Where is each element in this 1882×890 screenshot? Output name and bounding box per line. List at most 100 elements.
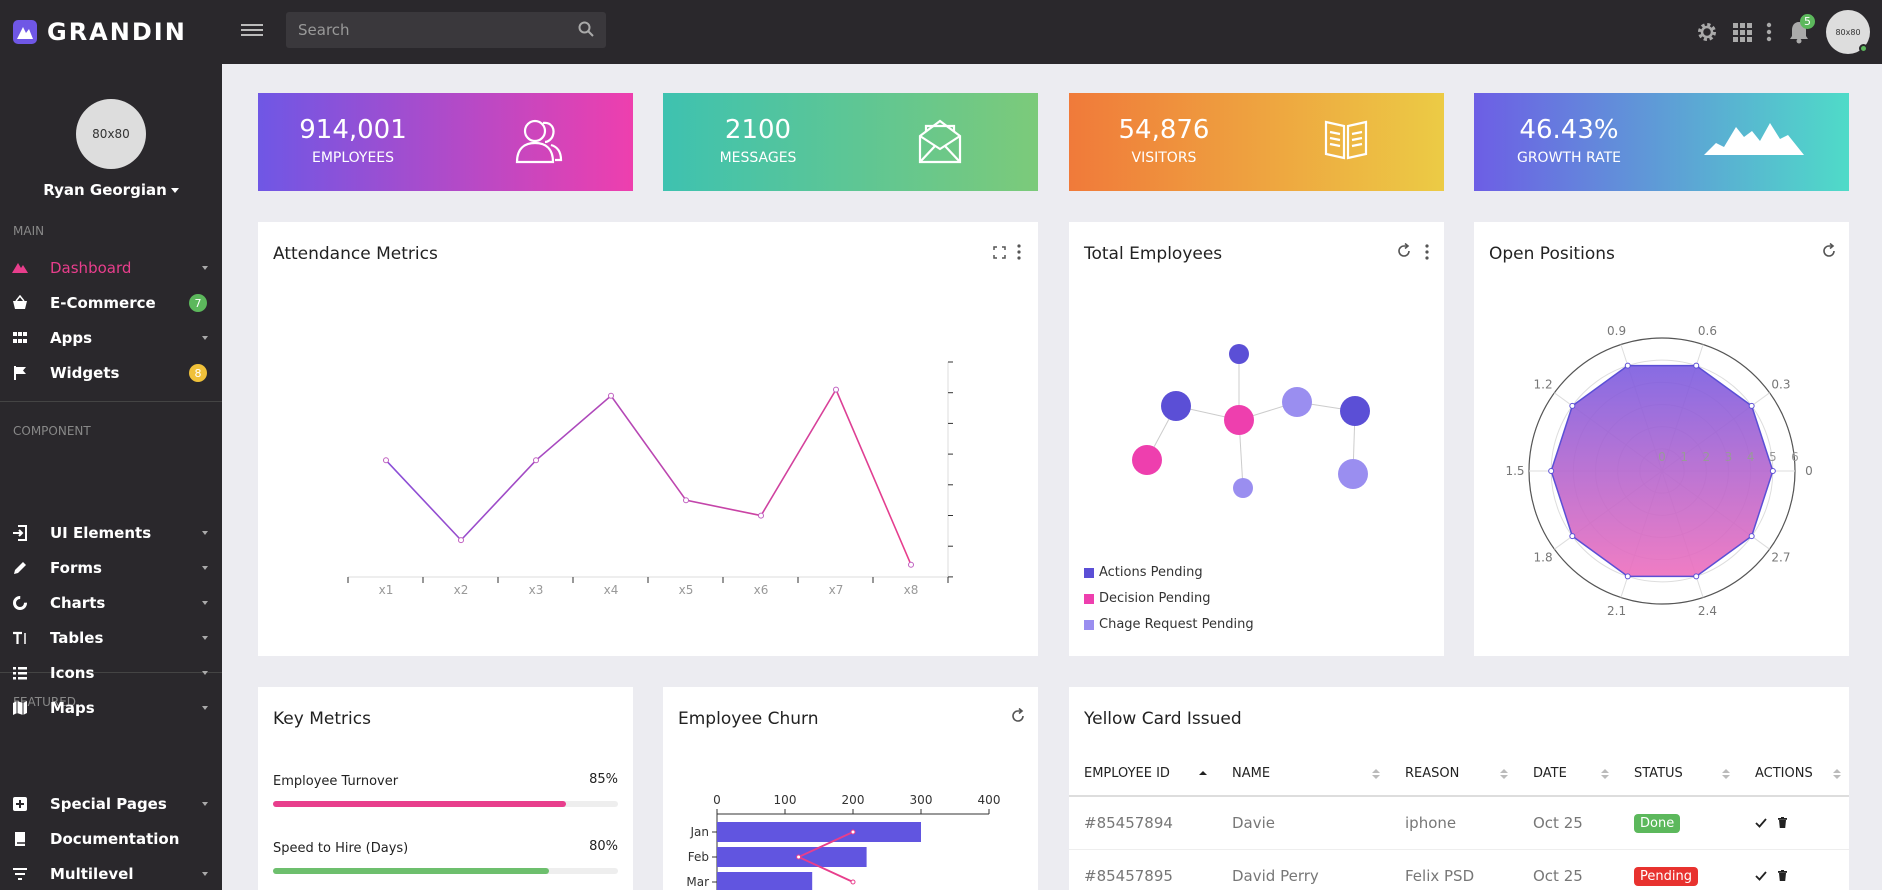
logo[interactable]: GRANDIN (13, 18, 187, 46)
sort-icon[interactable] (1372, 768, 1380, 780)
users-icon (515, 119, 563, 164)
column-header-status[interactable]: STATUS (1619, 752, 1740, 797)
caret-down-icon (202, 601, 208, 605)
sidebar-item-maps[interactable]: Maps (0, 691, 222, 726)
column-header-name[interactable]: NAME (1217, 752, 1390, 797)
check-icon[interactable] (1755, 870, 1767, 881)
stat-label: EMPLOYEES (311, 150, 395, 166)
brand-name: GRANDIN (47, 18, 187, 46)
network-node (1282, 387, 1312, 417)
column-header-reason[interactable]: REASON (1390, 752, 1518, 797)
sidebar-item-special-pages[interactable]: Special Pages (0, 787, 222, 822)
sidebar-avatar[interactable]: 80x80 (76, 99, 146, 169)
sort-asc-icon[interactable] (1199, 768, 1207, 780)
sidebar-item-icons[interactable]: Icons (0, 656, 222, 691)
x-tick-label: x5 (679, 583, 694, 597)
menu-toggle-icon[interactable] (241, 21, 263, 41)
stat-value: 914,001 (299, 115, 407, 145)
metric-progress-fill (273, 868, 549, 874)
data-point (458, 537, 464, 544)
column-header-employee-id[interactable]: EMPLOYEE ID (1069, 752, 1217, 797)
sort-icon[interactable] (1833, 768, 1841, 780)
angle-tick-label: 1.8 (1534, 550, 1553, 564)
cell-date: Oct 25 (1518, 849, 1619, 890)
refresh-icon[interactable] (1010, 708, 1026, 724)
column-header-date[interactable]: DATE (1518, 752, 1619, 797)
sidebar-item-tables[interactable]: Tables (0, 621, 222, 656)
caret-down-icon (202, 802, 208, 806)
more-vertical-icon[interactable] (1425, 244, 1429, 260)
sidebar-item-apps[interactable]: Apps (0, 321, 222, 356)
legend-swatch (1084, 619, 1094, 630)
x-tick-label: 0 (713, 793, 721, 807)
trash-icon[interactable] (1777, 816, 1787, 828)
sidebar-item-e-commerce[interactable]: E-Commerce 7 (0, 286, 222, 321)
open-envelope-icon (918, 119, 962, 164)
metric-progress-track (273, 801, 618, 807)
apps-grid-icon[interactable] (1732, 22, 1752, 42)
angle-tick-label: 0.6 (1698, 324, 1717, 338)
sidebar-item-label: Forms (50, 559, 102, 577)
sidebar-item-multilevel[interactable]: Multilevel (0, 857, 222, 890)
sidebar-item-widgets[interactable]: Widgets 8 (0, 356, 222, 391)
section-label-main: MAIN (13, 224, 45, 238)
legend-label: Decision Pending (1099, 591, 1211, 606)
radial-tick-label: 2 (1703, 450, 1711, 464)
x-tick-label: x4 (604, 583, 619, 597)
attendance-line-chart: x1 x2 x3 x4 x5 x6 x7 x8 (347, 361, 953, 597)
cell-reason: Felix PSD (1390, 849, 1518, 890)
pencil-icon (14, 562, 26, 574)
refresh-icon[interactable] (1821, 243, 1837, 259)
donut-icon (13, 596, 27, 610)
yellow-card-issued-card: Yellow Card Issued EMPLOYEE ID NAME REAS… (1069, 687, 1849, 890)
column-header-actions[interactable]: ACTIONS (1740, 752, 1849, 797)
metric-label: Speed to Hire (Days) (273, 841, 409, 856)
stat-label: MESSAGES (719, 150, 797, 166)
sidebar-item-dashboard[interactable]: Dashboard (0, 251, 222, 286)
refresh-icon[interactable] (1396, 243, 1412, 259)
user-name-dropdown[interactable]: Ryan Georgian (0, 181, 222, 199)
churn-bar (717, 822, 921, 842)
stat-label: VISITORS (1131, 150, 1197, 166)
data-point (1548, 468, 1555, 474)
cell-date: Oct 25 (1518, 796, 1619, 850)
cell-status: Pending (1619, 849, 1740, 890)
card-title: Key Metrics (273, 709, 371, 729)
check-icon[interactable] (1755, 818, 1767, 828)
data-point (908, 561, 914, 568)
sort-icon[interactable] (1601, 768, 1609, 780)
sidebar-item-ui-elements[interactable]: UI Elements (0, 516, 222, 551)
y-tick-label: Jan (690, 825, 710, 839)
angle-tick-label: 1.5 (1505, 464, 1524, 478)
user-name: Ryan Georgian (43, 181, 167, 199)
more-vertical-icon[interactable] (1017, 244, 1021, 260)
angle-tick-label: 0.3 (1771, 378, 1790, 392)
column-header-label: DATE (1533, 766, 1567, 781)
triangles-icon (12, 263, 28, 273)
sidebar-item-forms[interactable]: Forms (0, 551, 222, 586)
y-tick-label: Mar (686, 875, 709, 889)
fullscreen-icon[interactable] (993, 246, 1006, 259)
data-point (1624, 362, 1631, 369)
radial-tick-label: 3 (1725, 450, 1733, 464)
search-input[interactable] (286, 12, 566, 48)
sidebar-item-charts[interactable]: Charts (0, 586, 222, 621)
radial-tick-label: 6 (1791, 450, 1799, 464)
search-icon[interactable] (578, 21, 594, 37)
data-point (1569, 533, 1576, 540)
open-positions-card: Open Positions 0 0.3 0.6 0.9 1.2 1.5 1.8 2.1 2.4… (1474, 222, 1849, 656)
caret-down-icon (202, 336, 208, 340)
sort-icon[interactable] (1500, 768, 1508, 780)
data-point (1693, 362, 1700, 369)
caret-down-icon (202, 566, 208, 570)
data-point (608, 392, 614, 399)
metric-percent: 85% (589, 772, 618, 787)
attendance-metrics-card: Attendance Metrics x1 x2 x3 x4 x5 x6 x7 x8 (258, 222, 1038, 656)
more-vertical-icon[interactable] (1766, 22, 1772, 42)
x-tick-label: x3 (529, 583, 544, 597)
gear-icon[interactable] (1695, 20, 1719, 44)
sidebar-item-documentation[interactable]: Documentation (0, 822, 222, 857)
radial-tick-label: 5 (1769, 450, 1777, 464)
sort-icon[interactable] (1722, 768, 1730, 780)
trash-icon[interactable] (1777, 869, 1787, 881)
